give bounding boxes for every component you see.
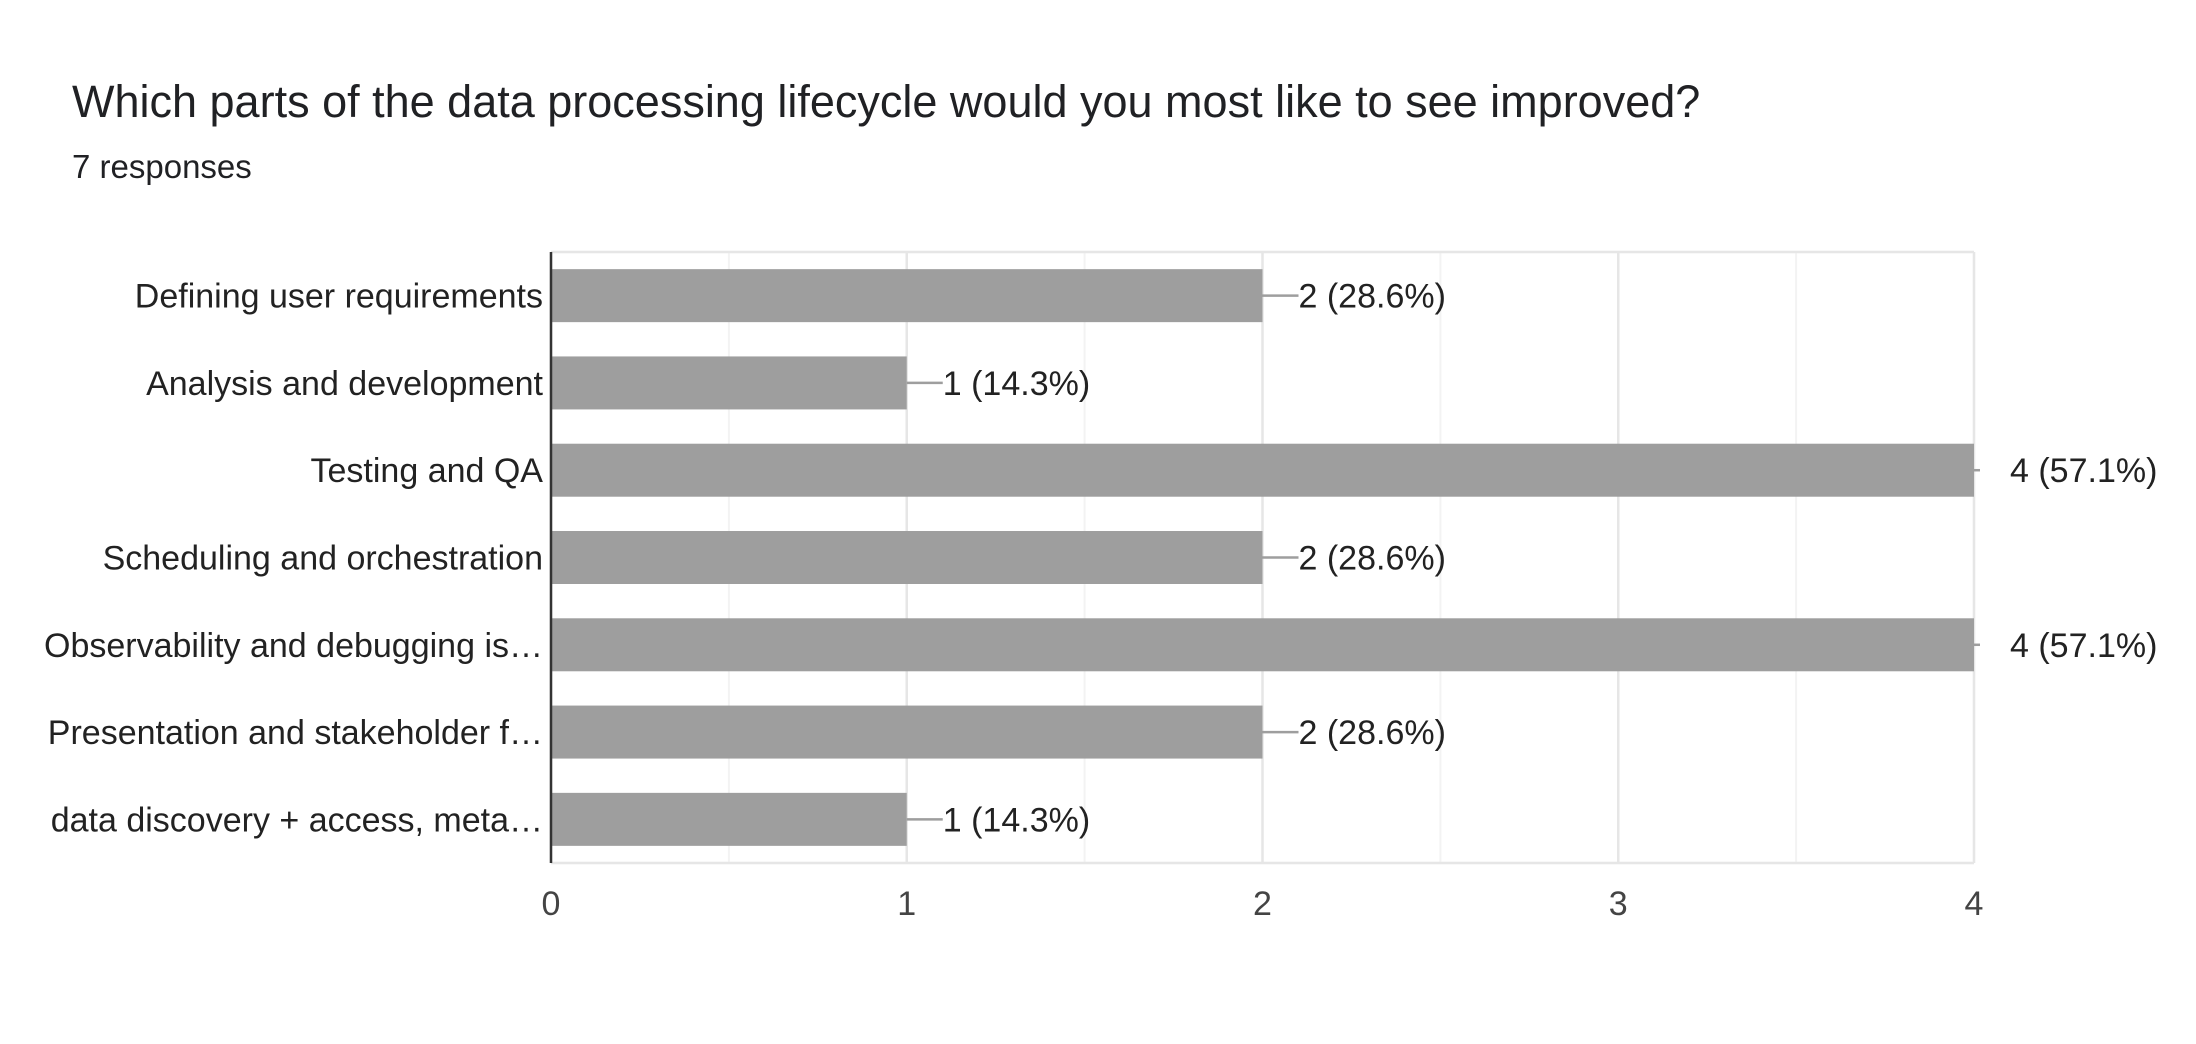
data-label: 4 (57.1%) (2010, 452, 2157, 490)
chart-title: Which parts of the data processing lifec… (72, 76, 1701, 127)
bar (551, 531, 1263, 584)
data-label: 4 (57.1%) (2010, 627, 2157, 665)
category-label: Observability and debugging is… (44, 627, 543, 665)
category-label: Defining user requirements (135, 278, 543, 316)
x-tick-label: 4 (1965, 885, 1984, 923)
x-tick-label: 3 (1609, 885, 1628, 923)
bar (551, 618, 1974, 672)
bar (551, 792, 907, 846)
bar (551, 705, 1263, 759)
data-label: 2 (28.6%) (1299, 278, 1446, 316)
bar (551, 443, 1974, 497)
data-label: 1 (14.3%) (943, 365, 1090, 403)
x-tick-label: 2 (1253, 885, 1272, 923)
category-label: data discovery + access, meta… (51, 801, 543, 839)
bar (551, 356, 907, 410)
data-label: 1 (14.3%) (943, 801, 1090, 839)
x-tick-label: 0 (542, 885, 561, 923)
data-label: 2 (28.6%) (1299, 540, 1446, 578)
bar (551, 269, 1263, 323)
category-label: Scheduling and orchestration (103, 540, 543, 578)
category-label: Presentation and stakeholder f… (48, 714, 543, 752)
category-label: Testing and QA (311, 452, 544, 490)
response-count: 7 responses (72, 148, 252, 185)
data-label: 2 (28.6%) (1299, 714, 1446, 752)
x-tick-label: 1 (897, 885, 916, 923)
category-label: Analysis and development (146, 365, 543, 403)
